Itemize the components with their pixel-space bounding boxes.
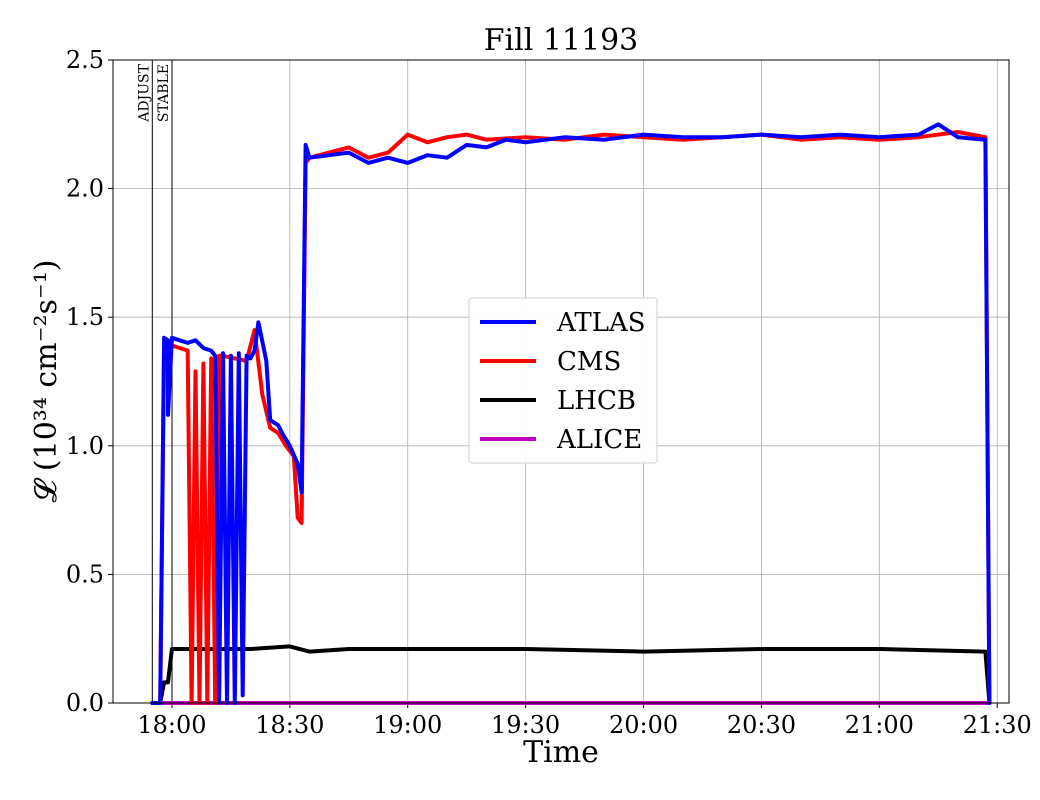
y-axis-label: 𝓛 (10³⁴ cm⁻²s⁻¹) xyxy=(29,260,64,503)
x-tick-label: 19:30 xyxy=(491,711,560,739)
legend-label-alice: ALICE xyxy=(556,425,642,455)
marker-label-adjust: ADJUST xyxy=(136,63,152,122)
legend-label-atlas: ATLAS xyxy=(556,308,646,338)
series-line-lhcb xyxy=(150,644,992,705)
chart-title: Fill 11193 xyxy=(484,23,639,58)
y-tick-label: 0.0 xyxy=(66,689,104,717)
y-tick-label: 1.5 xyxy=(66,303,104,331)
legend-label-lhcb: LHCB xyxy=(557,386,636,416)
legend-label-cms: CMS xyxy=(557,347,621,377)
x-axis-label: Time xyxy=(523,735,599,770)
marker-label-stable: STABLE xyxy=(156,64,172,122)
plot-frame xyxy=(112,59,1010,704)
x-tick-label: 20:00 xyxy=(609,711,678,739)
y-tick-label: 1.0 xyxy=(66,432,104,460)
x-tick-label: 21:00 xyxy=(845,711,914,739)
x-tick-label: 18:00 xyxy=(137,711,206,739)
y-tick-label: 0.5 xyxy=(66,560,104,588)
x-axis-ticks: 18:00 18:30 19:00 19:30 20:00 20:30 21:00 21:30 xyxy=(137,703,1032,739)
phase-markers: ADJUST STABLE xyxy=(136,60,173,703)
y-tick-label: 2.5 xyxy=(66,46,104,74)
series-line-atlas xyxy=(150,122,992,705)
x-tick-label: 20:30 xyxy=(727,711,796,739)
legend: ATLAS CMS LHCB ALICE xyxy=(468,297,658,464)
y-axis-ticks: 0.0 0.5 1.0 1.5 2.0 2.5 xyxy=(66,46,113,717)
y-tick-label: 2.0 xyxy=(66,175,104,203)
x-tick-label: 18:30 xyxy=(255,711,324,739)
x-tick-label: 21:30 xyxy=(963,711,1032,739)
x-tick-label: 19:00 xyxy=(373,711,442,739)
legend-box xyxy=(468,297,658,464)
